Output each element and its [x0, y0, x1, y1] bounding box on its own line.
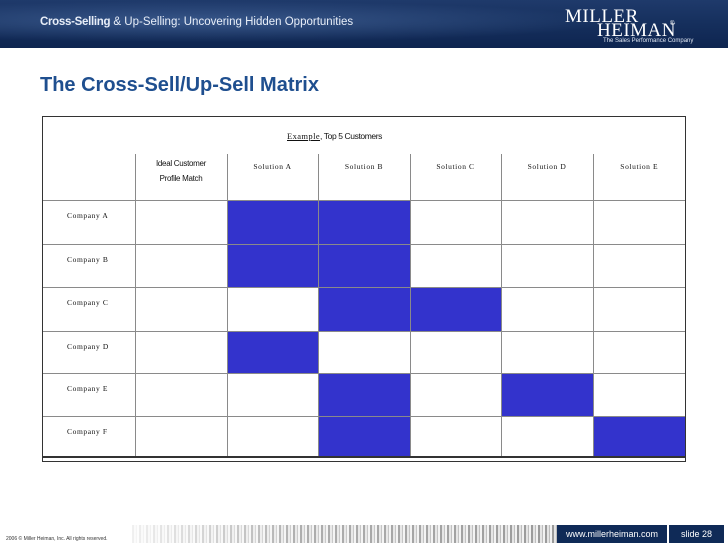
- matrix-cell-highlighted: [317, 199, 411, 245]
- slide-number: slide 28: [669, 525, 724, 543]
- presentation-title: Cross-Selling & Up-Selling: Uncovering H…: [40, 16, 353, 28]
- matrix-cell-highlighted: [317, 415, 411, 458]
- column-header-solution-c: Solution C: [409, 154, 502, 201]
- header-glow: [0, 0, 728, 48]
- header-row: Ideal Customer Profile Match Solution A S…: [43, 154, 685, 201]
- matrix-cell: [134, 286, 228, 332]
- slide-title: The Cross-Sell/Up-Sell Matrix: [40, 74, 319, 96]
- matrix-row: Company B: [43, 243, 685, 288]
- footer-strip-fade: [132, 525, 557, 543]
- matrix-cell: [592, 286, 685, 332]
- matrix-body: Company A Company B Company C Company D …: [43, 199, 685, 458]
- matrix-cell-highlighted: [317, 243, 411, 288]
- matrix-cell: [500, 243, 594, 288]
- example-rest: , Top 5 Customers: [320, 131, 383, 141]
- row-label-company-e: Company E: [43, 372, 136, 417]
- matrix-cell: [134, 415, 228, 458]
- column-header-solution-d: Solution D: [500, 154, 594, 201]
- matrix-cell: [226, 372, 319, 417]
- row-label-company-b: Company B: [43, 243, 136, 288]
- ideal-profile-line-2: Profile Match: [159, 174, 203, 183]
- matrix-row: Company E: [43, 372, 685, 417]
- matrix-cell: [409, 199, 502, 245]
- logo-line-2: HEIMAN: [597, 20, 676, 41]
- column-header-solution-b: Solution B: [317, 154, 411, 201]
- matrix-row: Company F: [43, 415, 685, 458]
- matrix-cell: [134, 243, 228, 288]
- corner-cell: [43, 154, 136, 201]
- example-label: Example: [287, 131, 321, 141]
- matrix-cell: [500, 415, 594, 458]
- miller-heiman-logo: MILLER HEIMAN ® The Sales Performance Co…: [565, 6, 715, 46]
- matrix-cell-highlighted: [409, 286, 502, 332]
- matrix-cell: [134, 199, 228, 245]
- cross-sell-matrix: Example, Top 5 Customers Ideal Customer P…: [42, 116, 686, 462]
- matrix-cell-highlighted: [226, 330, 319, 374]
- website-url: www.millerheiman.com: [557, 525, 667, 543]
- matrix-row: Company C: [43, 286, 685, 332]
- matrix-cell-highlighted: [317, 286, 411, 332]
- row-label-company-c: Company C: [43, 286, 136, 332]
- matrix-row: Company A: [43, 199, 685, 245]
- column-header-solution-e: Solution E: [592, 154, 685, 201]
- matrix-cell-highlighted: [226, 199, 319, 245]
- matrix-cell: [409, 243, 502, 288]
- matrix-cell: [500, 330, 594, 374]
- matrix-row: Company D: [43, 330, 685, 374]
- footer-decorative-strip: [132, 525, 557, 543]
- matrix-cell: [592, 372, 685, 417]
- matrix-cell: [592, 243, 685, 288]
- logo-line-1: MILLER: [565, 6, 639, 27]
- matrix-cell: [134, 330, 228, 374]
- matrix-cell: [226, 415, 319, 458]
- row-label-company-f: Company F: [43, 415, 136, 458]
- matrix-cell: [134, 372, 228, 417]
- matrix-cell: [409, 330, 502, 374]
- ideal-profile-line-1: Ideal Customer: [155, 159, 207, 168]
- matrix-cell-highlighted: [592, 415, 685, 458]
- matrix-caption: Example, Top 5 Customers: [287, 131, 382, 141]
- logo-tagline: The Sales Performance Company: [603, 38, 694, 44]
- matrix-cell: [226, 286, 319, 332]
- presentation-title-bold: Cross-Selling: [40, 16, 111, 28]
- matrix-table: Ideal Customer Profile Match Solution A S…: [43, 154, 685, 458]
- matrix-cell: [592, 330, 685, 374]
- matrix-cell-highlighted: [500, 372, 594, 417]
- matrix-cell: [500, 286, 594, 332]
- matrix-cell-highlighted: [226, 243, 319, 288]
- matrix-cell: [317, 330, 411, 374]
- row-label-company-d: Company D: [43, 330, 136, 374]
- matrix-cell: [409, 415, 502, 458]
- column-header-solution-a: Solution A: [226, 154, 319, 201]
- logo-registered-mark: ®: [670, 21, 675, 27]
- matrix-cell: [409, 372, 502, 417]
- matrix-cell-highlighted: [317, 372, 411, 417]
- matrix-cell: [592, 199, 685, 245]
- matrix-cell: [500, 199, 594, 245]
- presentation-title-rest: & Up-Selling: Uncovering Hidden Opportun…: [110, 16, 354, 28]
- copyright-notice: 2006 © Miller Heiman, Inc. All rights re…: [6, 536, 108, 542]
- row-label-company-a: Company A: [43, 199, 136, 245]
- header-band: Cross-Selling & Up-Selling: Uncovering H…: [0, 0, 728, 48]
- column-header-ideal-profile: Ideal Customer Profile Match: [134, 154, 228, 201]
